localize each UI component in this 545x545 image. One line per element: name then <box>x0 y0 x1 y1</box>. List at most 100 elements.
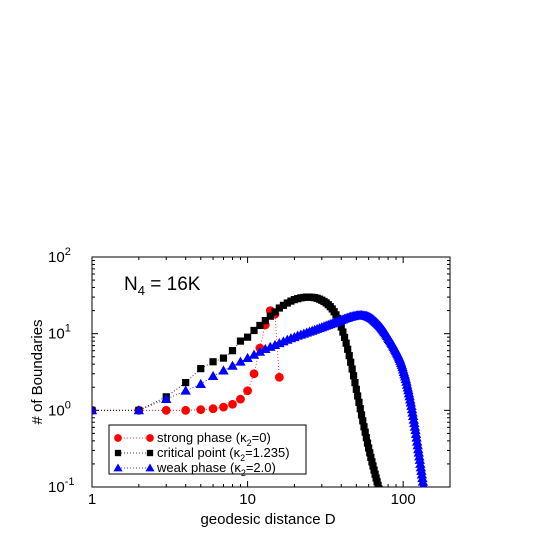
data-point-square <box>363 439 372 447</box>
data-point-square <box>348 365 356 373</box>
data-point-square <box>360 423 368 431</box>
data-point-circle <box>208 404 218 414</box>
data-point-square <box>261 317 269 325</box>
data-point-triangle <box>425 522 435 531</box>
data-point-square <box>236 337 245 345</box>
data-point-square <box>356 405 364 413</box>
data-point-triangle <box>423 508 433 517</box>
data-point-square <box>382 508 389 515</box>
data-point-square <box>344 345 352 353</box>
legend-marker <box>114 434 122 442</box>
data-point-triangle <box>422 505 432 514</box>
data-point-square <box>243 333 252 341</box>
x-tick-label: 100 <box>391 491 416 508</box>
data-point-triangle <box>92 405 98 415</box>
data-point-square <box>375 485 383 487</box>
data-point-square <box>359 417 367 425</box>
data-point-square <box>345 352 353 360</box>
data-point-circle <box>161 405 171 415</box>
data-point-circle <box>196 405 206 415</box>
data-point-triangle <box>133 405 145 415</box>
y-axis-title: # of Boundaries <box>29 319 46 424</box>
legend-label: strong phase (κ2=0) <box>157 430 271 448</box>
annotation-label: N4 = 16K <box>124 274 201 298</box>
data-point-triangle <box>424 513 434 522</box>
data-point-triangle <box>425 524 435 533</box>
data-point-circle <box>228 399 237 409</box>
data-point-square <box>283 299 291 307</box>
data-point-circle <box>236 394 245 404</box>
data-point-square <box>256 321 264 330</box>
plot-frame <box>91 256 451 488</box>
data-point-triangle <box>422 502 432 511</box>
data-point-square <box>371 470 379 478</box>
data-point-triangle <box>414 454 426 464</box>
y-tick-label: 10-1 <box>48 476 74 496</box>
data-point-square <box>250 326 258 335</box>
y-tick-label: 101 <box>48 323 71 343</box>
data-point-square <box>365 444 373 452</box>
data-point-square <box>182 379 190 387</box>
data-point-square <box>379 499 386 506</box>
legend: strong phase (κ2=0)critical point (κ2=1.… <box>108 424 307 478</box>
data-point-triangle <box>419 479 428 487</box>
data-point-square <box>340 333 349 342</box>
data-point-triangle <box>420 490 430 499</box>
data-point-square <box>219 354 228 362</box>
y-tick-label: 102 <box>48 246 71 266</box>
data-point-triangle <box>421 496 431 505</box>
legend-item-circle: strong phase (κ2=0) <box>114 430 271 448</box>
data-point-triangle <box>421 499 431 508</box>
data-point-triangle <box>424 486 425 487</box>
data-point-square <box>376 489 383 496</box>
data-point-square <box>337 323 345 331</box>
data-point-square <box>339 328 347 336</box>
data-point-triangle <box>161 393 172 404</box>
data-point-triangle <box>410 428 422 438</box>
legend-label: critical point (κ2=1.235) <box>157 445 290 463</box>
data-point-square <box>372 474 380 482</box>
data-point-circle <box>274 372 284 382</box>
data-point-triangle <box>421 483 427 487</box>
data-point-square <box>351 379 359 387</box>
data-point-triangle <box>227 360 238 370</box>
legend-marker <box>145 463 155 472</box>
data-point-triangle <box>235 356 246 366</box>
data-point-triangle <box>407 410 419 421</box>
data-point-triangle <box>411 432 422 442</box>
data-point-square <box>380 502 387 509</box>
data-point-square <box>369 462 377 470</box>
data-point-square <box>374 481 382 487</box>
data-point-square <box>349 372 358 380</box>
data-point-circle <box>243 386 252 396</box>
legend-label: weak phase (κ2=2.0) <box>156 460 276 478</box>
data-point-square <box>228 347 237 355</box>
data-point-triangle <box>423 511 433 520</box>
data-point-square <box>366 449 374 457</box>
data-point-square <box>357 411 366 419</box>
data-point-triangle <box>412 440 423 450</box>
legend-box <box>108 424 307 475</box>
x-tick-label: 10 <box>239 491 256 508</box>
legend-item-square: critical point (κ2=1.235) <box>114 445 290 463</box>
legend-marker <box>146 434 154 442</box>
data-point-circle <box>181 405 191 415</box>
data-point-triangle <box>409 417 420 428</box>
data-point-square <box>279 301 288 309</box>
data-point-triangle <box>207 370 219 380</box>
data-point-triangle <box>248 349 260 359</box>
data-point-square <box>384 514 391 521</box>
data-point-square <box>377 492 384 499</box>
data-point-square <box>354 392 362 400</box>
data-point-square <box>378 495 385 502</box>
data-point-square <box>342 339 350 347</box>
data-point-triangle <box>424 519 434 528</box>
data-point-triangle <box>254 346 266 356</box>
data-point-square <box>197 365 205 373</box>
legend-marker <box>113 463 123 472</box>
data-point-triangle <box>420 493 430 502</box>
data-point-square <box>370 466 378 474</box>
data-point-square <box>373 478 381 486</box>
data-point-triangle <box>411 436 423 446</box>
